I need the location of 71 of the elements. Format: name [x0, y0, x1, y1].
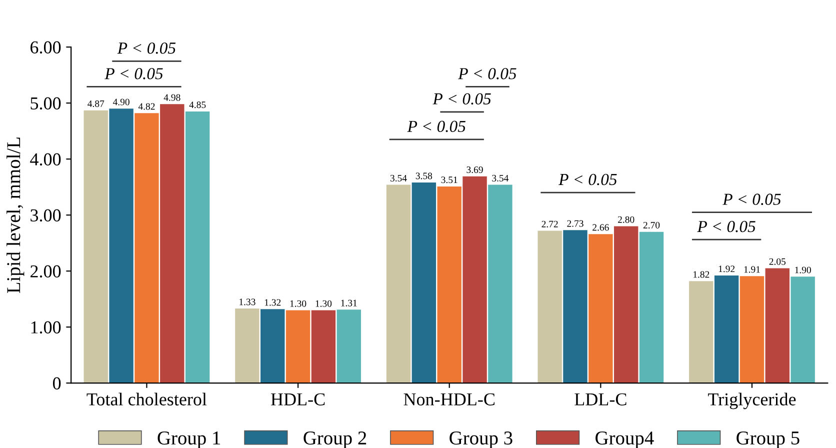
bar	[765, 268, 790, 384]
data-label: 3.58	[416, 172, 432, 180]
bar	[588, 234, 613, 384]
bar	[311, 310, 336, 384]
bar	[614, 226, 638, 384]
data-label: 1.82	[693, 271, 710, 278]
data-label: 3.54	[390, 174, 407, 182]
annotation: P < 0.05	[117, 42, 176, 54]
data-label: 2.66	[592, 224, 609, 231]
y-tick-label: 1.00	[31, 321, 61, 334]
bar	[790, 276, 815, 384]
bar	[538, 230, 562, 384]
x-tick-label: Total cholesterol	[86, 392, 207, 406]
data-label: 3.51	[441, 176, 458, 184]
bar	[336, 310, 361, 384]
data-label: 3.69	[466, 166, 483, 174]
bar	[134, 113, 159, 384]
data-label: 4.85	[189, 102, 206, 108]
y-tick-label: 5.00	[30, 97, 61, 110]
data-label: 2.05	[769, 258, 786, 265]
data-label: 1.92	[718, 266, 735, 272]
bar	[639, 232, 664, 384]
data-label: 1.30	[290, 300, 306, 307]
data-label: 1.30	[316, 300, 332, 307]
y-tick-label: 4.00	[30, 153, 61, 166]
bar	[84, 110, 108, 384]
bar	[437, 186, 462, 384]
bar	[740, 276, 764, 384]
bar	[563, 230, 588, 384]
data-label: 2.72	[542, 220, 558, 228]
bar	[488, 184, 512, 384]
x-tick-label: HDL-C	[270, 393, 325, 406]
annotation: P < 0.05	[697, 220, 756, 232]
x-tick-label: Non-HDL-C	[404, 393, 494, 406]
annotation: P < 0.05	[458, 68, 516, 80]
data-label: 4.98	[164, 94, 180, 101]
y-tick-label: 3.00	[30, 209, 61, 222]
data-label: 3.54	[492, 174, 509, 182]
data-label: 4.87	[88, 100, 104, 107]
annotation: P < 0.05	[558, 174, 617, 186]
data-label: 1.31	[341, 300, 357, 306]
bar	[714, 276, 739, 384]
y-axis-title: Lipid level, mmol/L	[6, 138, 24, 294]
bar	[462, 176, 487, 384]
data-label: 1.32	[264, 299, 281, 306]
y-tick-label: 6.00	[30, 41, 61, 54]
data-label: 2.70	[643, 222, 660, 229]
data-label: 4.90	[112, 98, 130, 106]
bar	[412, 182, 436, 384]
bar	[386, 184, 411, 384]
annotation: P < 0.05	[722, 194, 781, 206]
bar	[286, 310, 310, 384]
bar	[160, 104, 184, 384]
bar	[689, 281, 714, 384]
annotation: P < 0.05	[432, 93, 491, 105]
bar	[260, 309, 285, 384]
data-label: 2.73	[567, 220, 584, 227]
y-tick-label: 2.00	[30, 265, 61, 278]
data-label: 1.33	[240, 298, 256, 306]
y-tick-label: 0	[53, 377, 61, 390]
data-label: 1.91	[744, 266, 760, 273]
bar	[109, 108, 134, 384]
bar	[235, 308, 260, 384]
data-label: 2.80	[618, 216, 634, 223]
data-label: 4.82	[138, 103, 155, 110]
data-label: 1.90	[795, 266, 811, 274]
annotation: P < 0.05	[104, 68, 163, 80]
x-tick-label: Triglyceride	[708, 392, 796, 410]
x-tick-label: LDL-C	[574, 393, 626, 406]
annotation: P < 0.05	[407, 120, 466, 132]
bar	[185, 111, 210, 384]
